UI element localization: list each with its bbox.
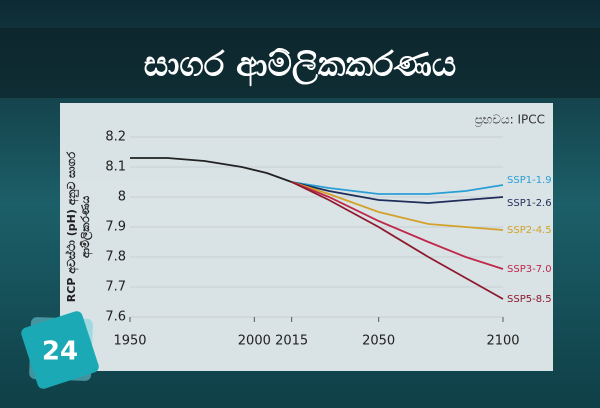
x-tick-label: 2050 — [362, 334, 395, 349]
x-tick-label: 2000 — [238, 334, 271, 349]
series-line — [291, 181, 504, 231]
y-tick-label: 7.8 — [105, 250, 126, 265]
series-line — [291, 181, 504, 270]
badge-group — [21, 311, 99, 389]
badge-text: 24 — [42, 337, 78, 367]
series-label: SSP5-8.5 — [507, 294, 552, 305]
source: ප්‍රභවය: IPCC — [475, 113, 545, 128]
series-line — [291, 181, 504, 204]
title-band — [0, 28, 600, 98]
y-tick-label: 7.9 — [105, 220, 126, 235]
chart-title: සාගර ආම්ලිකකරණය — [144, 45, 456, 87]
y-tick-label: 8.2 — [105, 130, 126, 145]
y-tick-label: 7.7 — [105, 280, 126, 295]
series-label: SSP2-4.5 — [507, 225, 552, 236]
series-label: SSP3-7.0 — [507, 264, 552, 275]
y-tick-label: 8 — [118, 190, 126, 205]
plot-panel — [60, 103, 553, 371]
series-label: SSP1-2.6 — [507, 198, 552, 209]
x-tick-label: 1950 — [113, 334, 146, 349]
plot: 7.6 7.7 7.8 7.9 8 8.1 8.2 1950 2000 2015 2050 2100 S… — [105, 130, 551, 349]
series-line — [291, 181, 504, 300]
badge — [21, 311, 99, 389]
y-axis-label: RCP අවස්ථා (pH) අනුව සාගර — [64, 151, 79, 302]
y-tick-label: 8.1 — [105, 160, 126, 175]
x-tick-label: 2015 — [275, 334, 308, 349]
x-tick-label: 2100 — [486, 334, 519, 349]
y-axis-label: ආම්ලිකරණය — [79, 196, 94, 258]
series-line — [291, 181, 504, 195]
y-axis-label-group: RCP අවස්ථා (pH) අනුව සාගර ආම්ලිකරණය — [64, 151, 94, 302]
y-tick-label: 7.6 — [105, 310, 126, 325]
series-label: SSP1-1.9 — [507, 175, 552, 186]
series-line — [130, 157, 292, 183]
